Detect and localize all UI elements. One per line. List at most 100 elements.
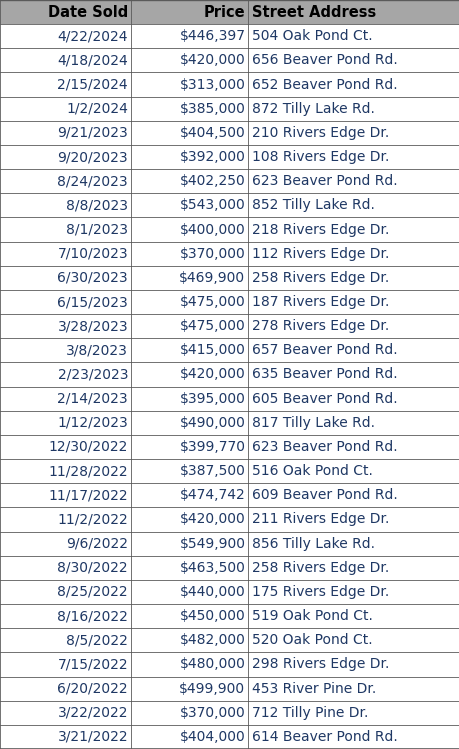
Text: $482,000: $482,000 <box>179 633 245 647</box>
Text: 9/21/2023: 9/21/2023 <box>57 126 128 140</box>
Text: $404,000: $404,000 <box>179 730 245 744</box>
Text: 218 Rivers Edge Dr.: 218 Rivers Edge Dr. <box>252 222 389 237</box>
Text: 9/20/2023: 9/20/2023 <box>57 150 128 164</box>
Text: 623 Beaver Pond Rd.: 623 Beaver Pond Rd. <box>252 440 397 454</box>
Text: 856 Tilly Lake Rd.: 856 Tilly Lake Rd. <box>252 536 375 551</box>
Bar <box>0 363 459 386</box>
Text: $313,000: $313,000 <box>179 78 245 91</box>
Bar <box>0 532 459 556</box>
Text: 175 Rivers Edge Dr.: 175 Rivers Edge Dr. <box>252 585 389 599</box>
Text: 3/21/2022: 3/21/2022 <box>57 730 128 744</box>
Text: 8/8/2023: 8/8/2023 <box>66 198 128 213</box>
Text: 712 Tilly Pine Dr.: 712 Tilly Pine Dr. <box>252 706 368 720</box>
Text: $402,250: $402,250 <box>179 175 245 188</box>
Text: 8/16/2022: 8/16/2022 <box>57 609 128 623</box>
Bar <box>0 700 459 725</box>
Text: $480,000: $480,000 <box>179 658 245 671</box>
Text: 609 Beaver Pond Rd.: 609 Beaver Pond Rd. <box>252 488 397 503</box>
Bar <box>0 97 459 121</box>
Bar <box>0 169 459 193</box>
Text: $490,000: $490,000 <box>179 416 245 430</box>
Bar <box>0 410 459 435</box>
Text: 6/15/2023: 6/15/2023 <box>57 295 128 309</box>
Text: $474,742: $474,742 <box>179 488 245 503</box>
Text: 657 Beaver Pond Rd.: 657 Beaver Pond Rd. <box>252 343 397 357</box>
Text: $395,000: $395,000 <box>179 392 245 406</box>
Bar <box>0 628 459 652</box>
Text: 6/30/2023: 6/30/2023 <box>57 271 128 285</box>
Text: 11/28/2022: 11/28/2022 <box>48 464 128 478</box>
Text: 3/8/2023: 3/8/2023 <box>66 343 128 357</box>
Text: 852 Tilly Lake Rd.: 852 Tilly Lake Rd. <box>252 198 375 213</box>
Text: 258 Rivers Edge Dr.: 258 Rivers Edge Dr. <box>252 561 389 574</box>
Bar <box>0 242 459 266</box>
Text: $370,000: $370,000 <box>179 246 245 261</box>
Text: 7/15/2022: 7/15/2022 <box>57 658 128 671</box>
Text: $404,500: $404,500 <box>179 126 245 140</box>
Bar <box>0 339 459 363</box>
Bar <box>0 386 459 410</box>
Bar <box>0 193 459 217</box>
Text: 519 Oak Pond Ct.: 519 Oak Pond Ct. <box>252 609 372 623</box>
Bar <box>0 0 459 24</box>
Text: $387,500: $387,500 <box>179 464 245 478</box>
Bar <box>0 676 459 700</box>
Text: 652 Beaver Pond Rd.: 652 Beaver Pond Rd. <box>252 78 397 91</box>
Text: $469,900: $469,900 <box>179 271 245 285</box>
Text: 11/2/2022: 11/2/2022 <box>57 512 128 527</box>
Text: 504 Oak Pond Ct.: 504 Oak Pond Ct. <box>252 29 372 43</box>
Text: 6/20/2022: 6/20/2022 <box>57 682 128 696</box>
Text: 2/14/2023: 2/14/2023 <box>57 392 128 406</box>
Text: 7/10/2023: 7/10/2023 <box>57 246 128 261</box>
Text: $440,000: $440,000 <box>179 585 245 599</box>
Text: $475,000: $475,000 <box>179 295 245 309</box>
Text: 3/28/2023: 3/28/2023 <box>57 319 128 333</box>
Text: $385,000: $385,000 <box>179 102 245 116</box>
Text: $549,900: $549,900 <box>179 536 245 551</box>
Text: $415,000: $415,000 <box>179 343 245 357</box>
Bar <box>0 121 459 145</box>
Bar <box>0 483 459 507</box>
Text: 298 Rivers Edge Dr.: 298 Rivers Edge Dr. <box>252 658 389 671</box>
Bar <box>0 604 459 628</box>
Text: 4/18/2024: 4/18/2024 <box>57 53 128 67</box>
Text: $463,500: $463,500 <box>179 561 245 574</box>
Text: 278 Rivers Edge Dr.: 278 Rivers Edge Dr. <box>252 319 389 333</box>
Text: 8/5/2022: 8/5/2022 <box>66 633 128 647</box>
Bar <box>0 49 459 73</box>
Bar <box>0 314 459 339</box>
Text: 520 Oak Pond Ct.: 520 Oak Pond Ct. <box>252 633 372 647</box>
Text: 614 Beaver Pond Rd.: 614 Beaver Pond Rd. <box>252 730 397 744</box>
Text: 8/25/2022: 8/25/2022 <box>57 585 128 599</box>
Bar <box>0 290 459 314</box>
Text: 8/30/2022: 8/30/2022 <box>57 561 128 574</box>
Text: 605 Beaver Pond Rd.: 605 Beaver Pond Rd. <box>252 392 397 406</box>
Text: $543,000: $543,000 <box>179 198 245 213</box>
Bar <box>0 217 459 242</box>
Text: $400,000: $400,000 <box>179 222 245 237</box>
Text: 623 Beaver Pond Rd.: 623 Beaver Pond Rd. <box>252 175 397 188</box>
Text: $499,900: $499,900 <box>179 682 245 696</box>
Text: 635 Beaver Pond Rd.: 635 Beaver Pond Rd. <box>252 368 397 381</box>
Bar <box>0 580 459 604</box>
Bar <box>0 725 459 749</box>
Bar <box>0 435 459 459</box>
Text: $450,000: $450,000 <box>179 609 245 623</box>
Text: $420,000: $420,000 <box>179 512 245 527</box>
Text: 453 River Pine Dr.: 453 River Pine Dr. <box>252 682 376 696</box>
Text: 516 Oak Pond Ct.: 516 Oak Pond Ct. <box>252 464 372 478</box>
Text: 112 Rivers Edge Dr.: 112 Rivers Edge Dr. <box>252 246 389 261</box>
Text: 817 Tilly Lake Rd.: 817 Tilly Lake Rd. <box>252 416 375 430</box>
Text: $420,000: $420,000 <box>179 53 245 67</box>
Text: 1/12/2023: 1/12/2023 <box>57 416 128 430</box>
Text: 4/22/2024: 4/22/2024 <box>57 29 128 43</box>
Text: 8/24/2023: 8/24/2023 <box>57 175 128 188</box>
Bar <box>0 266 459 290</box>
Bar <box>0 24 459 49</box>
Text: 258 Rivers Edge Dr.: 258 Rivers Edge Dr. <box>252 271 389 285</box>
Text: 9/6/2022: 9/6/2022 <box>66 536 128 551</box>
Text: $399,770: $399,770 <box>179 440 245 454</box>
Text: Street Address: Street Address <box>252 4 376 19</box>
Bar <box>0 556 459 580</box>
Text: 12/30/2022: 12/30/2022 <box>49 440 128 454</box>
